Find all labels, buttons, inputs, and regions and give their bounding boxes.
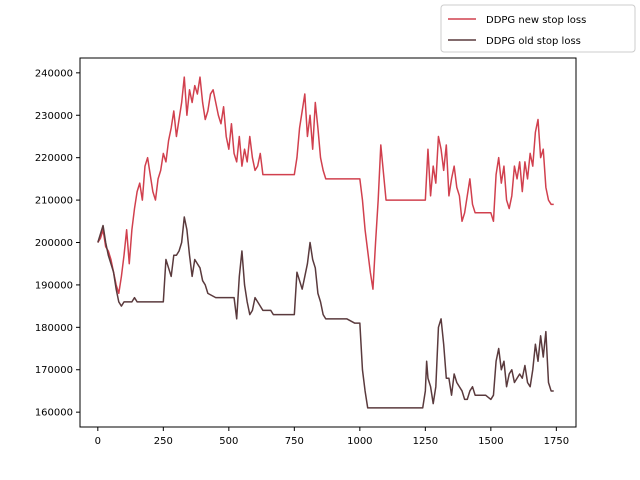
- series-layer: [97, 76, 554, 409]
- y-tick-label: 210000: [35, 196, 73, 207]
- x-tick-label: 500: [219, 436, 238, 447]
- x-axis: 0 250 500 750 1000 1250 1500 1750: [95, 427, 569, 447]
- x-tick-label: 750: [285, 436, 304, 447]
- y-axis: 160000 170000 180000 190000 200000 210000 2200…: [35, 68, 80, 419]
- x-tick-label: 1750: [544, 436, 569, 447]
- y-tick-label: 180000: [35, 323, 73, 334]
- x-tick-label: 0: [95, 436, 101, 447]
- x-tick-label: 1000: [347, 436, 372, 447]
- legend-label-new-stop-loss: DDPG new stop loss: [486, 15, 586, 26]
- x-tick-label: 1250: [413, 436, 438, 447]
- y-tick-label: 220000: [35, 153, 73, 164]
- x-tick-label: 250: [154, 436, 173, 447]
- y-tick-label: 160000: [35, 408, 73, 419]
- y-tick-label: 230000: [35, 111, 73, 122]
- y-tick-label: 240000: [35, 68, 73, 79]
- legend: DDPG new stop loss DDPG old stop loss: [440, 4, 636, 53]
- series-line-0: [97, 76, 554, 295]
- legend-label-old-stop-loss: DDPG old stop loss: [486, 36, 581, 47]
- plot-frame: [79, 57, 577, 428]
- y-tick-label: 170000: [35, 365, 73, 376]
- legend-box: [440, 4, 636, 53]
- series-line-1: [97, 216, 554, 409]
- y-tick-label: 200000: [35, 238, 73, 249]
- y-tick-label: 190000: [35, 280, 73, 291]
- x-tick-label: 1500: [478, 436, 503, 447]
